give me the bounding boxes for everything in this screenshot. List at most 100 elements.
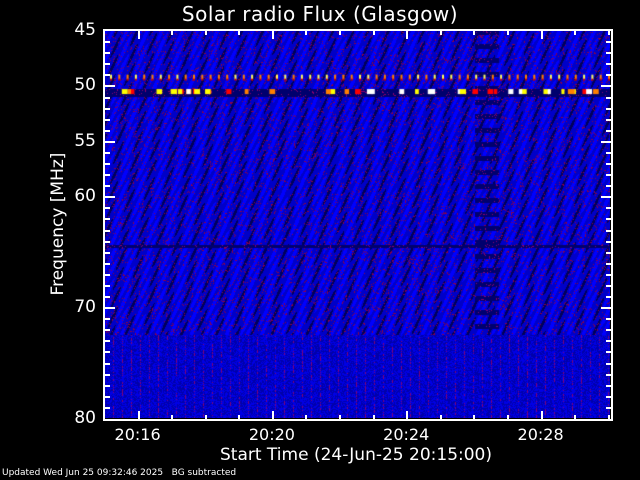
y-tick-mark (105, 240, 110, 243)
y-tick-mark (105, 174, 110, 177)
y-tick-mark (606, 96, 611, 99)
y-tick-mark (105, 395, 110, 398)
y-tick-mark (606, 329, 611, 332)
y-tick-mark (105, 207, 110, 210)
y-tick-mark (606, 262, 611, 265)
x-tick-mark (439, 30, 442, 35)
y-tick-mark (105, 262, 110, 265)
x-tick-mark (506, 415, 509, 420)
y-tick-mark (606, 273, 611, 276)
y-tick-label: 45 (74, 20, 96, 40)
x-tick-label: 20:16 (114, 425, 161, 444)
y-tick-mark (606, 52, 611, 55)
y-tick-mark (105, 251, 110, 254)
y-tick-mark (105, 118, 110, 121)
x-tick-mark (372, 415, 375, 420)
y-tick-label: 50 (74, 75, 96, 96)
y-tick-mark (606, 41, 611, 44)
spectrogram-plot (104, 30, 610, 418)
x-tick-mark (137, 30, 140, 39)
y-tick-mark (601, 85, 611, 88)
y-tick-mark (105, 163, 110, 166)
x-tick-mark (271, 30, 274, 39)
y-tick-mark (601, 196, 611, 199)
y-tick-mark (606, 240, 611, 243)
x-tick-mark (506, 30, 509, 35)
x-tick-mark (473, 415, 476, 420)
y-tick-mark (606, 251, 611, 254)
y-tick-mark (105, 373, 110, 376)
y-tick-mark (105, 284, 110, 287)
x-tick-mark (339, 30, 342, 35)
y-tick-mark (105, 351, 110, 354)
y-tick-mark (606, 129, 611, 132)
y-tick-mark (105, 406, 110, 409)
y-tick-mark (606, 340, 611, 343)
y-tick-mark (606, 207, 611, 210)
y-tick-mark (105, 140, 115, 143)
y-tick-mark (105, 307, 115, 310)
x-tick-mark (204, 415, 207, 420)
y-tick-mark (105, 318, 110, 321)
y-tick-label: 55 (74, 130, 96, 151)
y-tick-mark (606, 163, 611, 166)
y-tick-mark (105, 41, 110, 44)
x-tick-mark (305, 30, 308, 35)
y-tick-mark (105, 329, 110, 332)
chart-title: Solar radio Flux (Glasgow) (181, 2, 459, 26)
x-tick-mark (540, 30, 543, 39)
y-tick-mark (606, 318, 611, 321)
y-tick-mark (606, 373, 611, 376)
y-tick-mark (105, 74, 110, 77)
x-tick-mark (540, 411, 543, 420)
y-tick-mark (606, 296, 611, 299)
x-axis-title: Start Time (24-Jun-25 20:15:00) (220, 445, 492, 465)
y-tick-mark (105, 196, 115, 199)
y-tick-mark (606, 284, 611, 287)
x-tick-label: 20:28 (517, 425, 564, 444)
y-tick-mark (606, 384, 611, 387)
y-tick-mark (601, 307, 611, 310)
updated-timestamp: Updated Wed Jun 25 09:32:46 2025 (2, 468, 164, 478)
y-tick-mark (105, 129, 110, 132)
plot-frame (103, 29, 613, 421)
y-tick-mark (606, 351, 611, 354)
x-tick-mark (305, 415, 308, 420)
y-tick-mark (105, 52, 110, 55)
x-tick-mark (171, 415, 174, 420)
y-tick-mark (601, 140, 611, 143)
x-tick-label: 20:24 (383, 425, 430, 444)
y-tick-mark (105, 362, 110, 365)
x-tick-mark (406, 411, 409, 420)
x-tick-label: 20:20 (248, 425, 295, 444)
y-tick-mark (105, 185, 110, 188)
y-tick-mark (606, 218, 611, 221)
x-tick-mark (607, 415, 610, 420)
y-tick-mark (606, 74, 611, 77)
y-tick-mark (105, 340, 110, 343)
x-tick-mark (574, 30, 577, 35)
y-tick-mark (606, 174, 611, 177)
x-tick-mark (372, 30, 375, 35)
x-tick-mark (473, 30, 476, 35)
y-tick-mark (105, 218, 110, 221)
y-tick-mark (606, 107, 611, 110)
bg-note: BG subtracted (171, 468, 237, 478)
x-tick-mark (204, 30, 207, 35)
y-tick-mark (606, 395, 611, 398)
spectrogram-heatmap (104, 30, 610, 418)
y-tick-mark (606, 406, 611, 409)
y-tick-mark (105, 384, 110, 387)
x-tick-mark (607, 30, 610, 35)
x-tick-mark (238, 415, 241, 420)
x-tick-mark (271, 411, 274, 420)
y-tick-mark (105, 96, 110, 99)
x-tick-mark (406, 30, 409, 39)
y-tick-label: 80 (74, 408, 96, 428)
y-tick-mark (105, 296, 110, 299)
x-tick-mark (439, 415, 442, 420)
y-tick-mark (606, 362, 611, 365)
y-tick-mark (105, 63, 110, 66)
x-tick-mark (574, 415, 577, 420)
y-tick-mark (105, 229, 110, 232)
